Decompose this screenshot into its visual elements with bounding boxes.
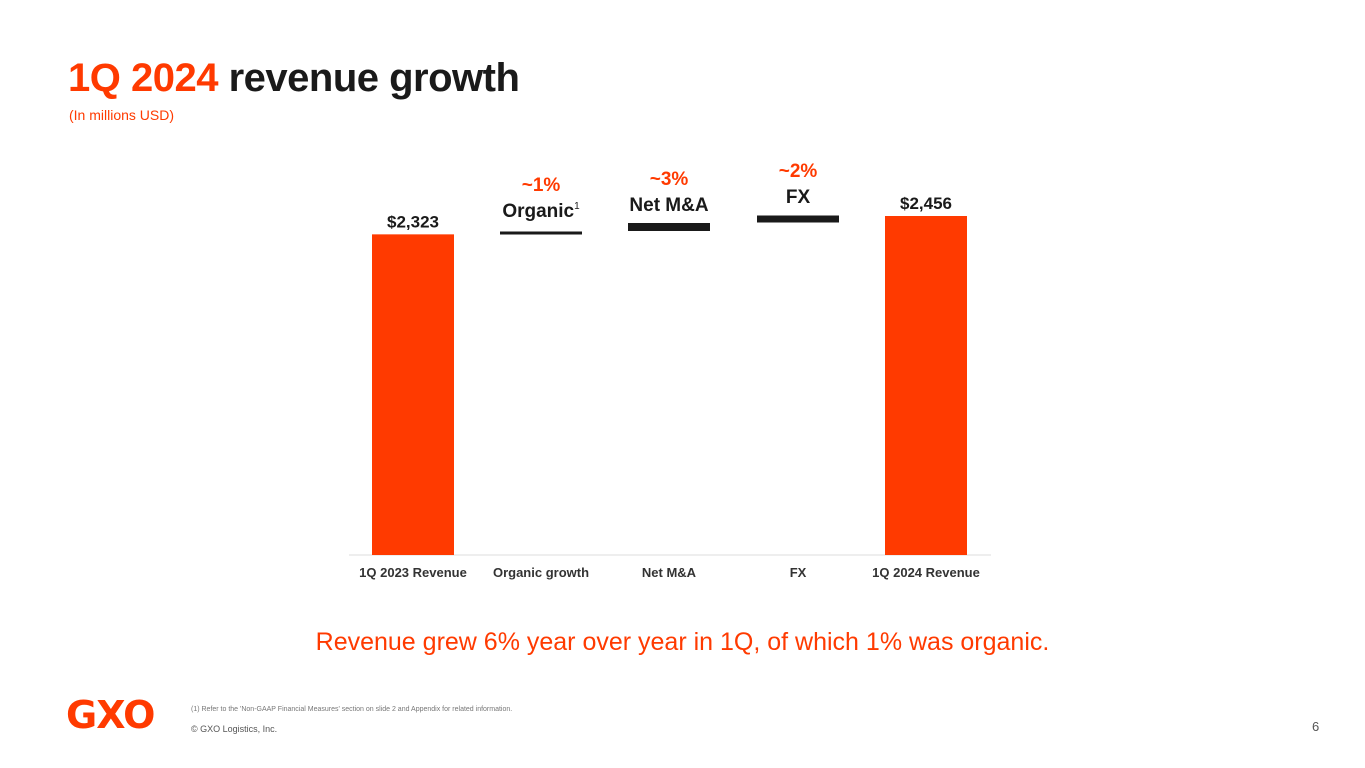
value-label: $2,323: [387, 212, 439, 231]
delta-bar-organic-growth: [500, 231, 582, 235]
x-tick-label: 1Q 2024 Revenue: [872, 565, 980, 580]
gxo-logo: GXO: [66, 693, 155, 737]
waterfall-chart: $2,323 1Q 2023 Revenue ~1% Organic1 Organic …: [349, 161, 991, 580]
x-tick-label: Organic growth: [493, 565, 589, 580]
title-rest: revenue growth: [217, 56, 520, 100]
delta-percent-label: ~1%: [522, 175, 561, 196]
delta-name-label: FX: [786, 187, 811, 208]
delta-percent-label: ~3%: [650, 169, 689, 190]
delta-percent-label: ~2%: [779, 161, 818, 182]
x-tick-label: Net M&A: [642, 565, 697, 580]
x-tick-label: FX: [790, 565, 807, 580]
value-label: $2,456: [900, 194, 952, 213]
headline: Revenue grew 6% year over year in 1Q, of…: [315, 628, 1050, 656]
subtitle: (In millions USD): [69, 107, 175, 123]
footnote-mark: 1: [574, 201, 580, 212]
page-number: 6: [1312, 719, 1320, 734]
footnote: (1) Refer to the 'Non-GAAP Financial Mea…: [191, 706, 513, 713]
copyright: © GXO Logistics, Inc.: [191, 724, 278, 734]
x-tick-label: 1Q 2023 Revenue: [359, 565, 467, 580]
delta-bar-fx: [757, 215, 839, 223]
title-accent: 1Q 2024: [68, 56, 218, 100]
bar-1q-2024-revenue: [885, 216, 967, 555]
bar-1q-2023-revenue: [372, 234, 454, 555]
delta-name-label: Net M&A: [629, 195, 708, 216]
delta-name-label: Organic1: [502, 201, 580, 222]
slide-title: 1Q 2024 revenue growth: [68, 56, 520, 101]
delta-bar-net-m-a: [628, 223, 710, 231]
